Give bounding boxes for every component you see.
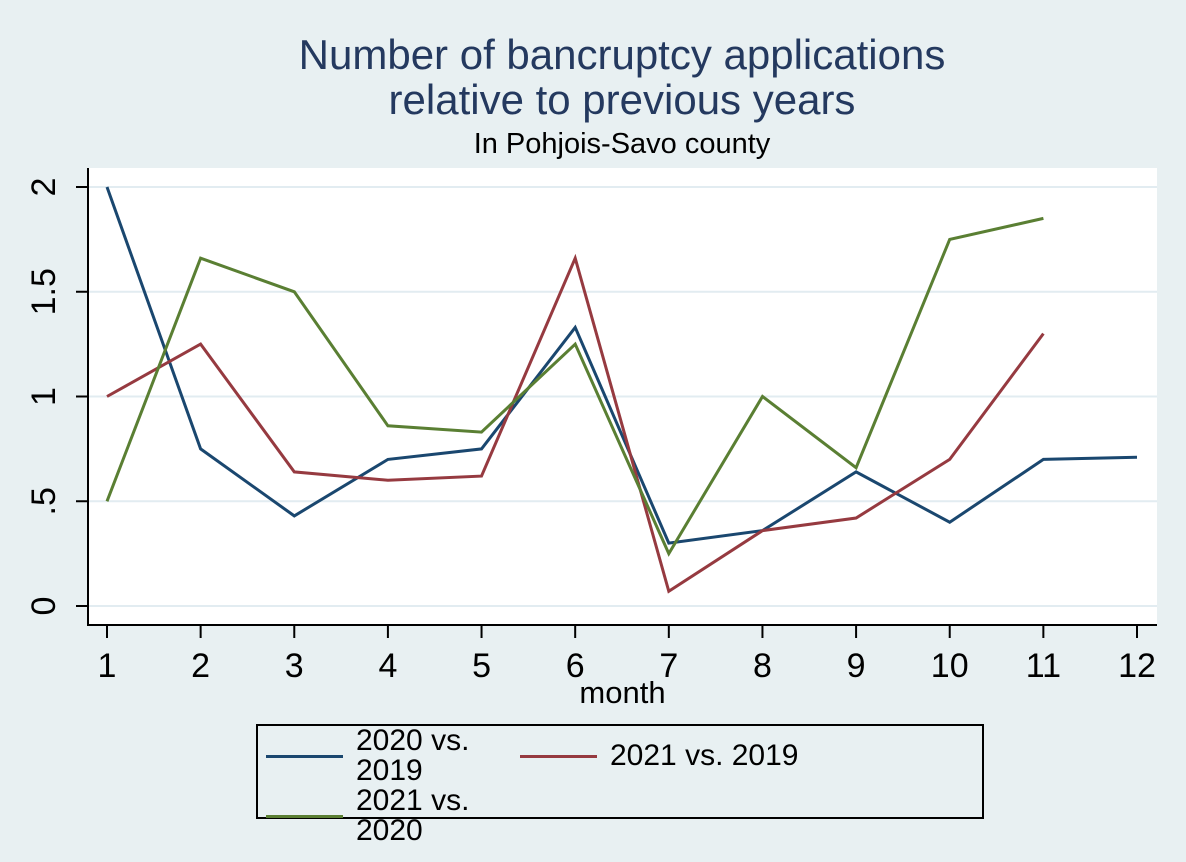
svg-text:1.5: 1.5	[25, 268, 63, 315]
svg-text:1: 1	[25, 387, 63, 406]
legend: 2020 vs. 2019 2021 vs. 2019 2021 vs. 202…	[256, 724, 984, 846]
svg-text:month: month	[579, 675, 665, 710]
svg-text:0: 0	[25, 597, 63, 616]
legend-item-2020-vs-2019: 2020 vs. 2019	[266, 726, 520, 786]
svg-text:7: 7	[659, 647, 678, 685]
svg-text:3: 3	[285, 647, 304, 685]
svg-text:9: 9	[847, 647, 866, 685]
svg-text:10: 10	[931, 647, 969, 685]
svg-text:8: 8	[753, 647, 772, 685]
legend-label-2021-vs-2019: 2021 vs. 2019	[610, 739, 799, 772]
svg-text:6: 6	[566, 647, 585, 685]
legend-row-1: 2020 vs. 2019 2021 vs. 2019	[266, 726, 982, 786]
legend-swatch-navy-line	[266, 754, 343, 758]
legend-swatch-maroon-line	[520, 754, 597, 758]
svg-text:1: 1	[98, 647, 117, 685]
legend-row-2: 2021 vs. 2020	[266, 786, 982, 846]
svg-text:.5: .5	[25, 487, 63, 515]
svg-text:11: 11	[1026, 647, 1061, 685]
legend-label-2020-vs-2019: 2020 vs. 2019	[356, 724, 470, 787]
legend-label-2021-vs-2020: 2021 vs. 2020	[356, 784, 470, 847]
legend-item-2021-vs-2020: 2021 vs. 2020	[266, 786, 520, 846]
svg-text:5: 5	[472, 647, 491, 685]
svg-text:2: 2	[191, 647, 210, 685]
legend-item-2021-vs-2019: 2021 vs. 2019	[520, 741, 798, 771]
chart-subtitle: In Pohjois-Savo county	[473, 128, 771, 160]
svg-text:4: 4	[378, 647, 397, 685]
legend-swatch-green-line	[266, 814, 343, 818]
svg-text:12: 12	[1118, 647, 1156, 685]
svg-text:2: 2	[25, 178, 63, 197]
chart-title: Number of bancruptcy applications relati…	[298, 31, 946, 123]
